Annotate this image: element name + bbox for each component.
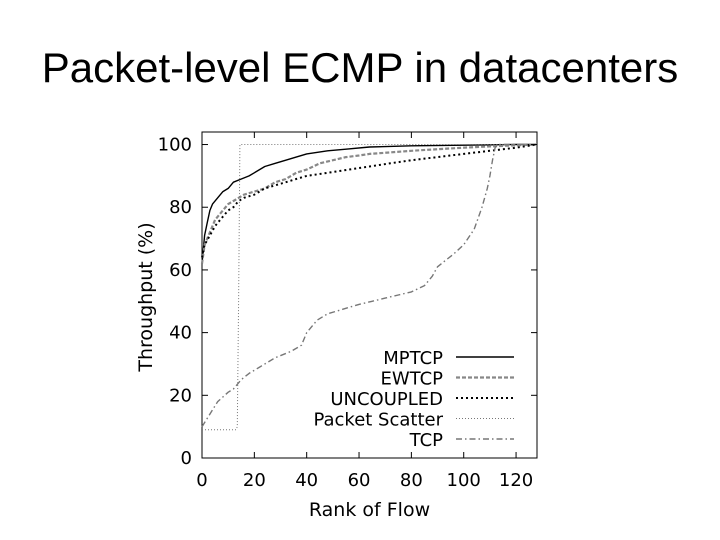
series-line-packet-scatter (202, 144, 537, 431)
x-axis-label: Rank of Flow (309, 499, 430, 521)
x-tick-label-120: 120 (499, 470, 533, 491)
series-line-tcp (201, 143, 537, 428)
y-axis-label: Throughput (%) (135, 222, 157, 372)
y-tick-label-0: 0 (181, 448, 192, 469)
y-tick-label-100: 100 (158, 135, 192, 156)
x-tick-label-40: 40 (295, 470, 318, 491)
legend-label-mptcp: MPTCP (383, 348, 443, 369)
series-layer (200, 143, 538, 431)
legend-label-tcp: TCP (409, 430, 444, 451)
series-line-mptcp (201, 143, 537, 264)
y-tick-label-20: 20 (169, 385, 192, 406)
x-tick-label-80: 80 (400, 470, 423, 491)
plot-area (201, 131, 538, 459)
x-tick-label-20: 20 (243, 470, 266, 491)
legend-label-ewtcp: EWTCP (380, 369, 443, 390)
y-tick-label-40: 40 (169, 323, 192, 344)
x-tick-label-60: 60 (348, 470, 371, 491)
legend-label-packet-scatter: Packet Scatter (313, 410, 443, 431)
series-line-uncoupled (201, 143, 538, 258)
y-tick-label-80: 80 (169, 197, 192, 218)
series-line-ewtcp (200, 143, 538, 264)
y-tick-label-60: 60 (169, 260, 192, 281)
slide-title: Packet-level ECMP in datacenters (41, 44, 679, 91)
x-tick-label-100: 100 (447, 470, 481, 491)
legend-label-uncoupled: UNCOUPLED (330, 389, 443, 410)
x-tick-label-0: 0 (196, 470, 207, 491)
plot-frame (201, 131, 538, 459)
axes-layer: 0 20 40 60 80 100 120 0 20 40 60 80 100 Rank of Flow T… (135, 132, 537, 521)
